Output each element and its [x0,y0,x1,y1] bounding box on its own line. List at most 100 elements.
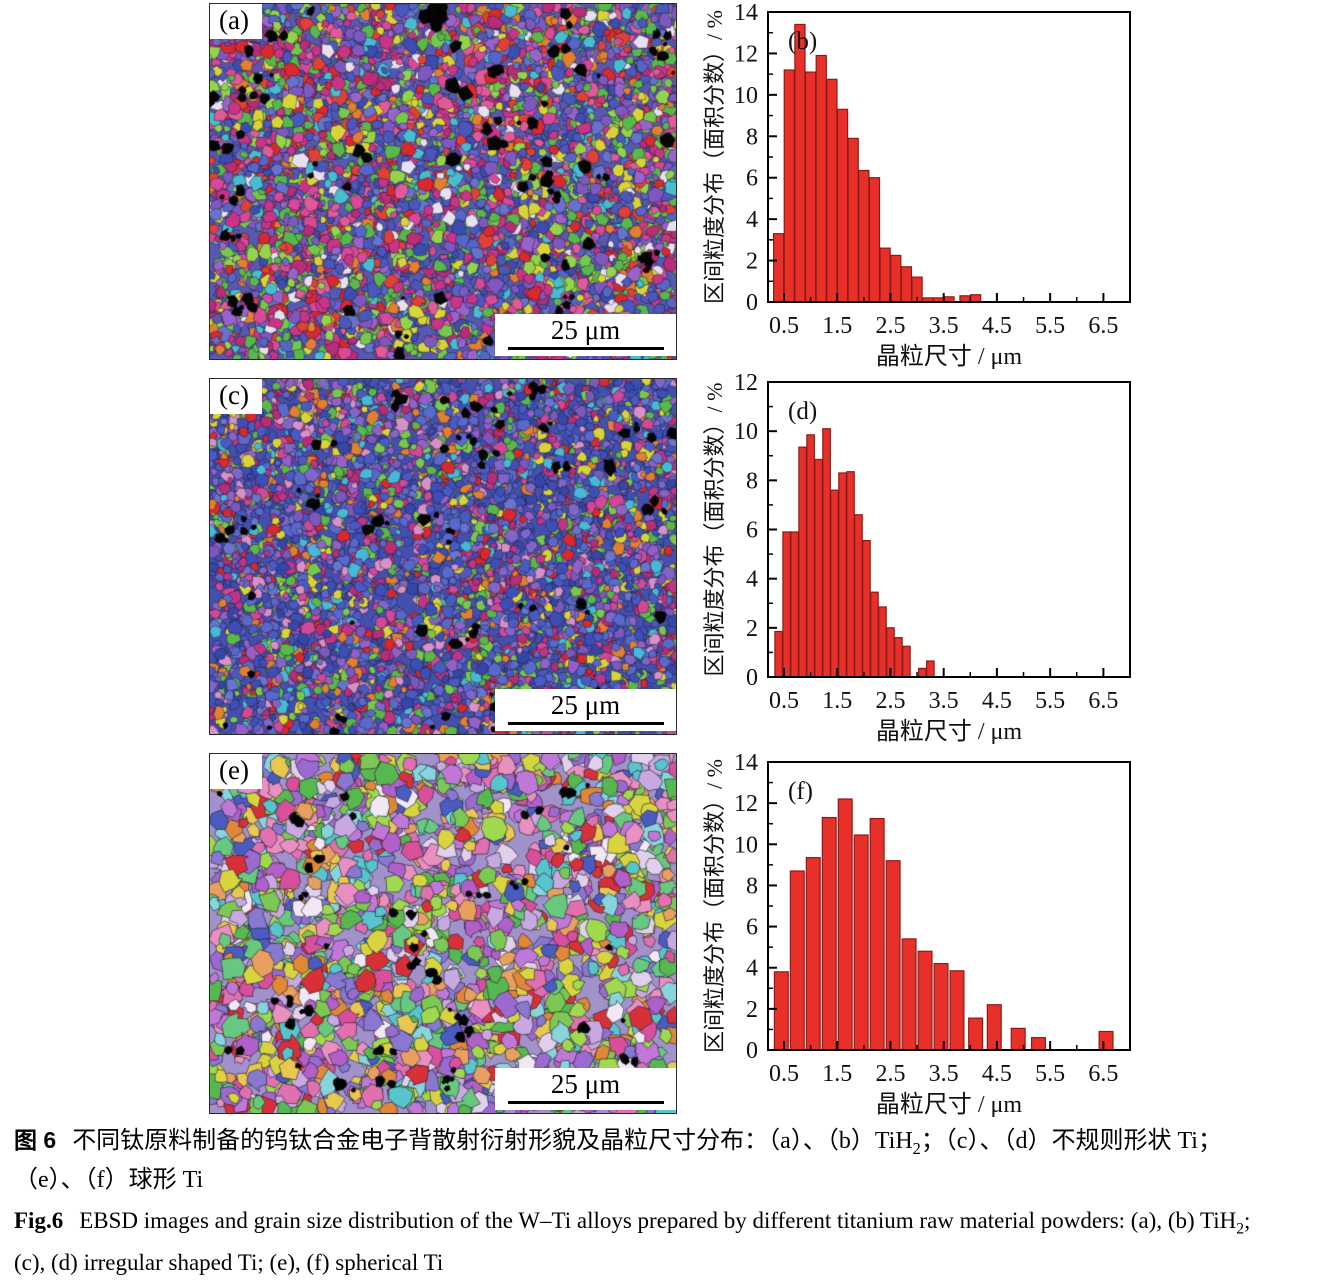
ebsd-image-a [210,4,676,359]
panel-label-c: (c) [210,379,262,414]
y-tick-label: 4 [746,567,758,593]
bar [870,591,879,678]
bar [854,514,863,678]
histogram-d: 0.5 1.5 2.5 3.5 4.5 5.5 6.5 0 2 4 6 8 10 12 (d) 晶粒尺寸 / … [702,370,1131,745]
x-tick-label: 0.5 [769,313,799,339]
bar [783,69,795,303]
bar [949,970,965,1051]
y-tick-label: 12 [734,791,758,817]
caption-zh-figno: 图 6 [14,1127,57,1153]
bar [879,247,891,303]
bar [794,23,806,303]
y-tick-label: 0 [746,1038,758,1064]
histogram-b: 0.5 1.5 2.5 3.5 4.5 5.5 6.5 0 2 4 6 8 10 12 14 (b) 晶粒尺寸 … [702,0,1131,370]
bar [917,950,933,1051]
bar [774,630,783,678]
chart-panel-letter: (d) [788,398,817,425]
bar [933,963,949,1051]
x-tick-label: 1.5 [822,313,852,339]
bar [838,472,847,678]
x-tick-label: 2.5 [875,688,905,714]
x-tick-label: 0.5 [769,1061,799,1087]
x-tick-label: 1.5 [822,688,852,714]
x-tick-label: 1.5 [822,1061,852,1087]
bar [900,266,913,303]
scale-bar-c: 25 μm [495,689,676,731]
scale-bar-a: 25 μm [495,314,676,356]
caption-zh-line1-text: 不同钛原料制备的钨钛合金电子背散射衍射形貌及晶粒尺寸分布：（a）、（b）TiH [72,1128,913,1154]
bar [847,137,859,303]
caption-en-line2: (c), (d) irregular shaped Ti; (e), (f) s… [14,1249,1332,1277]
y-tick-label: 14 [734,0,758,26]
ebsd-panel-e: (e) 25 μm [209,753,677,1114]
bar [901,938,917,1051]
ebsd-image-c [210,379,676,734]
bar [815,54,827,303]
y-tick-label: 10 [734,419,758,445]
y-tick-label: 6 [746,915,758,941]
x-tick-label: 3.5 [929,313,959,339]
x-tick-label: 5.5 [1035,688,1065,714]
ebsd-panel-c: (c) 25 μm [209,378,677,735]
x-tick-label: 4.5 [982,313,1012,339]
x-tick-label: 3.5 [929,1061,959,1087]
bar [926,660,935,678]
caption-en-line2-text: (c), (d) irregular shaped Ti; (e), (f) s… [14,1250,444,1275]
y-tick-label: 6 [746,166,758,192]
x-tick-label: 5.5 [1035,313,1065,339]
bar [1030,1037,1046,1051]
caption-en-line1-text: EBSD images and grain size distribution … [79,1208,1237,1233]
panel-label-e-text: (e) [219,755,249,785]
y-axis-title: 区间粒度分布（面积分数）/ % [702,10,727,304]
bar [894,637,903,678]
bar [826,78,838,303]
x-tick-label: 4.5 [982,688,1012,714]
bar [836,108,849,303]
caption-zh-line1: 图 6 不同钛原料制备的钨钛合金电子背散射衍射形貌及晶粒尺寸分布：（a）、（b）T… [14,1126,1332,1163]
x-tick-label: 5.5 [1035,1061,1065,1087]
bar [868,177,881,303]
bar [805,857,821,1051]
y-tick-label: 2 [746,249,758,275]
y-tick-label: 10 [734,832,758,858]
caption-zh-line1-sub: 2 [912,1138,921,1158]
y-tick-label: 6 [746,518,758,544]
y-tick-label: 14 [734,750,758,776]
bar [902,645,911,678]
y-tick-label: 2 [746,616,758,642]
caption-en-figno: Fig.6 [14,1208,64,1233]
bar [790,531,799,678]
y-axis-title: 区间粒度分布（面积分数）/ % [702,759,727,1053]
bar [821,816,837,1051]
y-axis-title: 区间粒度分布（面积分数）/ % [702,383,727,677]
ebsd-image-e [210,754,676,1113]
y-tick-label: 8 [746,124,758,150]
bar [830,489,839,678]
y-tick-label: 8 [746,873,758,899]
bar [772,233,785,303]
bar [986,1004,1002,1051]
chart-panel-letter: (f) [788,778,813,805]
x-axis-title: 晶粒尺寸 / μm [876,718,1023,745]
scale-line-a [507,347,664,350]
x-tick-label: 6.5 [1088,688,1118,714]
x-tick-label: 2.5 [875,1061,905,1087]
chart-panel-letter: (b) [788,28,817,55]
x-tick-label: 6.5 [1088,313,1118,339]
x-tick-label: 6.5 [1088,1061,1118,1087]
y-tick-label: 2 [746,997,758,1023]
bar [806,434,815,678]
scale-line-e [507,1101,664,1104]
bar [814,458,823,678]
caption-zh-line2-text: （e）、（f）球形 Ti [14,1167,204,1193]
scale-line-c [507,722,664,725]
scale-text-e: 25 μm [550,1069,621,1099]
bar [858,169,870,303]
bar [878,606,887,678]
y-tick-label: 8 [746,468,758,494]
bar [804,71,817,303]
bar [969,294,982,303]
caption-en-line1-tail: ; [1244,1208,1251,1233]
y-tick-label: 12 [734,41,758,67]
ebsd-panel-a: (a) 25 μm [209,3,677,360]
